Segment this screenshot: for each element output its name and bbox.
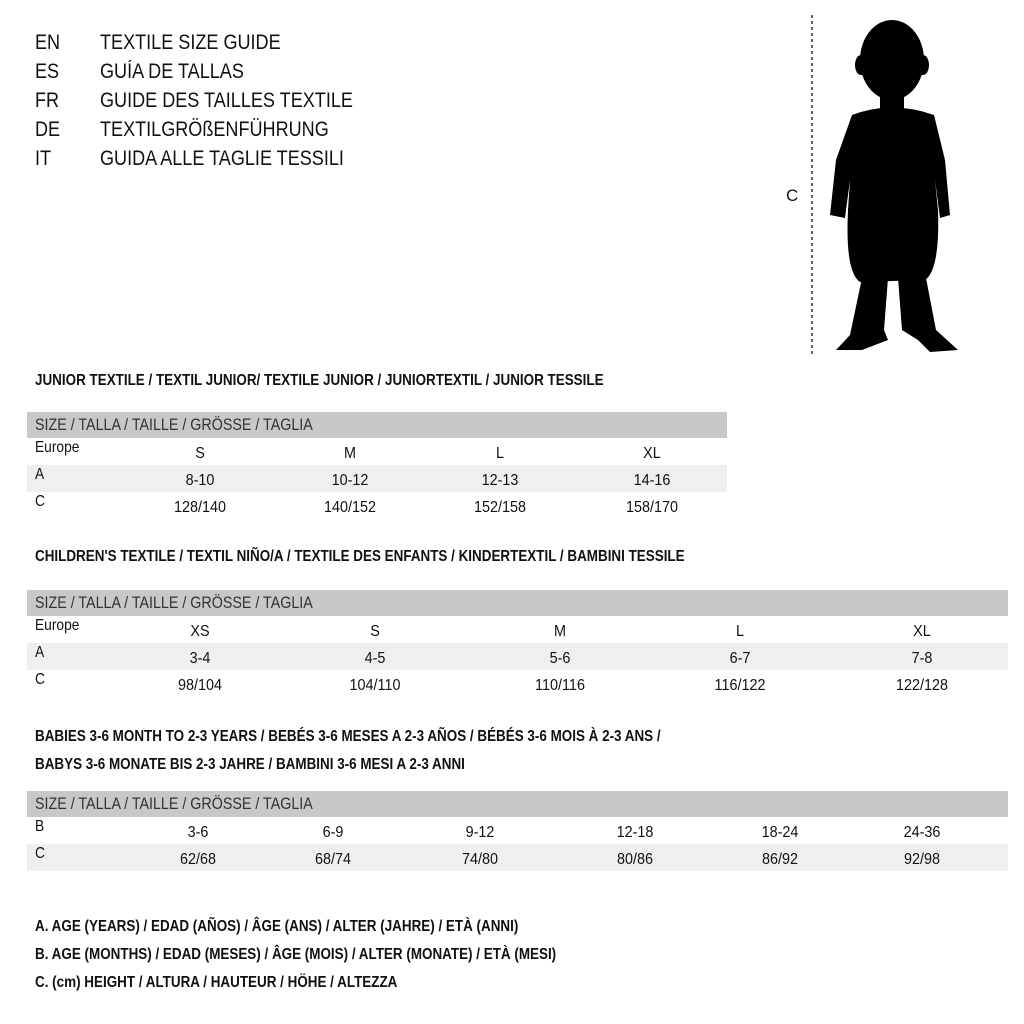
table-row: A 8-10 10-12 12-13 14-16 [27,465,727,492]
lang-title: GUÍA DE TALLAS [100,60,244,83]
lang-code: FR [35,89,60,112]
table-header: SIZE / TALLA / TAILLE / GRÖSSE / TAGLIA [27,590,1008,616]
table-row: A 3-4 4-5 5-6 6-7 7-8 [27,643,1008,670]
table-row: C 128/140 140/152 152/158 158/170 [35,493,679,516]
table-row: C 62/68 68/74 74/80 80/86 86/92 92/98 [27,844,1008,871]
babies-size-table: SIZE / TALLA / TAILLE / GRÖSSE / TAGLIA … [27,791,1008,871]
junior-size-table: SIZE / TALLA / TAILLE / GRÖSSE / TAGLIA … [27,412,727,519]
children-size-table: SIZE / TALLA / TAILLE / GRÖSSE / TAGLIA … [27,590,1008,697]
table-row: C 98/104 104/110 110/116 116/122 122/128 [35,671,949,694]
lang-code: DE [35,118,61,141]
lang-code: ES [35,60,60,83]
table-row: B 3-6 6-9 9-12 12-18 18-24 24-36 [35,818,941,841]
junior-section-title: JUNIOR TEXTILE / TEXTIL JUNIOR/ TEXTILE … [35,372,604,389]
table-header: SIZE / TALLA / TAILLE / GRÖSSE / TAGLIA [27,412,727,438]
legend-line: A. AGE (YEARS) / EDAD (AÑOS) / ÂGE (ANS)… [35,918,519,935]
lang-code: EN [35,31,61,54]
lang-title: TEXTILGRÖßENFÜHRUNG [100,118,329,141]
lang-title: TEXTILE SIZE GUIDE [100,31,281,54]
babies-section-title-line2: BABYS 3-6 MONATE BIS 2-3 JAHRE / BAMBINI… [35,756,465,773]
child-silhouette-icon [811,15,958,355]
lang-title: GUIDE DES TAILLES TEXTILE [100,89,353,112]
table-row: Europe XS S M L XL [35,617,931,640]
table-header: SIZE / TALLA / TAILLE / GRÖSSE / TAGLIA [27,791,1008,817]
lang-code: IT [35,147,52,170]
legend-line: C. (cm) HEIGHT / ALTURA / HAUTEUR / HÖHE… [35,974,398,991]
legend-line: B. AGE (MONTHS) / EDAD (MESES) / ÂGE (MO… [35,946,557,963]
children-section-title: CHILDREN'S TEXTILE / TEXTIL NIÑO/A / TEX… [35,548,685,565]
babies-section-title: BABIES 3-6 MONTH TO 2-3 YEARS / BEBÉS 3-… [35,728,661,745]
measure-label: C [786,186,799,205]
lang-title: GUIDA ALLE TAGLIE TESSILI [100,147,344,170]
table-row: Europe S M L XL [35,439,661,462]
